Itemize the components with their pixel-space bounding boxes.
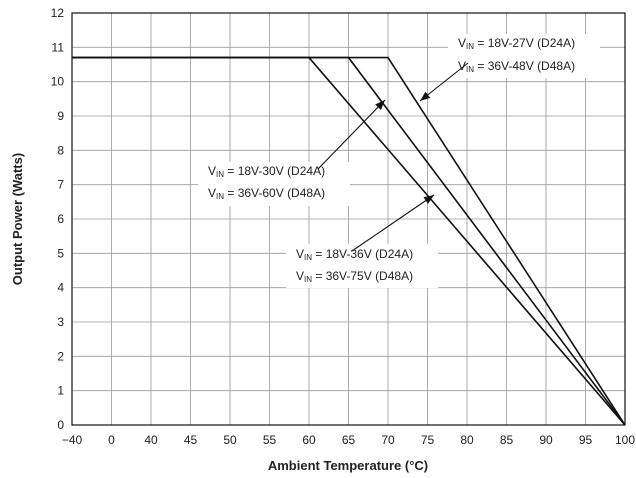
y-tick-label: 12	[51, 6, 65, 20]
x-tick-label: 85	[500, 433, 514, 447]
annotation-v: V	[208, 186, 216, 200]
annotation-text: = 18V-36V (D24A)	[312, 247, 413, 261]
y-tick-label: 11	[52, 40, 65, 54]
x-tick-label: 65	[342, 433, 356, 447]
y-tick-label: 5	[57, 246, 64, 260]
annotation-label: VIN = 18V-36V (D24A)	[296, 247, 413, 262]
x-tick-label: 60	[302, 433, 316, 447]
y-tick-label: 7	[57, 178, 64, 192]
annotation-text: = 18V-27V (D24A)	[474, 36, 575, 50]
x-tick-label: 75	[421, 433, 435, 447]
annotation-arrow	[351, 194, 435, 252]
annotation-subscript: IN	[304, 275, 312, 284]
x-tick-label: 50	[223, 433, 237, 447]
annotation-subscript: IN	[216, 170, 224, 179]
annotation-subscript: IN	[304, 253, 312, 262]
annotation-text: = 36V-75V (D48A)	[312, 269, 413, 283]
annotation-label: VIN = 18V-30V (D24A)	[208, 164, 325, 179]
y-tick-label: 3	[57, 315, 64, 329]
x-tick-label: 100	[615, 433, 635, 447]
y-tick-label: 8	[57, 143, 64, 157]
plot-frame	[71, 12, 626, 426]
annotation-v: V	[458, 59, 466, 73]
arrow-head	[423, 195, 434, 204]
x-tick-label: 80	[460, 433, 474, 447]
y-axis-title: Output Power (Watts)	[10, 153, 25, 285]
arrow-head	[420, 91, 431, 101]
x-tick-label: 70	[381, 433, 395, 447]
annotation-subscript: IN	[466, 42, 474, 51]
annotation-v: V	[458, 36, 466, 50]
y-tick-label: 6	[57, 212, 64, 226]
annotation-v: V	[296, 247, 304, 261]
curves	[72, 56, 626, 426]
annotation-arrow	[419, 62, 469, 102]
annotation-v: V	[208, 164, 216, 178]
x-tick-label: 0	[108, 433, 115, 447]
y-tick-label: 9	[57, 109, 64, 123]
annotation-subscript: IN	[216, 192, 224, 201]
x-tick-label: 55	[263, 433, 277, 447]
annotation-label: VIN = 18V-27V (D24A)	[458, 36, 575, 51]
annotation-label: VIN = 36V-75V (D48A)	[296, 269, 413, 284]
annotation-text: = 36V-48V (D48A)	[474, 59, 575, 73]
annotation-subscript: IN	[466, 65, 474, 74]
y-tick-label: 1	[57, 384, 64, 398]
annotation-background	[198, 162, 350, 206]
arrow-head	[375, 100, 385, 110]
y-tick-label: 2	[57, 349, 64, 363]
annotation-background	[448, 34, 600, 78]
annotation-v: V	[296, 269, 304, 283]
x-tick-label: 45	[184, 433, 198, 447]
annotations: VIN = 18V-27V (D24A)VIN = 36V-48V (D48A)…	[198, 34, 600, 288]
y-tick-label: 4	[57, 281, 64, 295]
annotation-text: = 36V-60V (D48A)	[224, 186, 325, 200]
x-tick-label: −40	[62, 433, 83, 447]
annotation-label: VIN = 36V-60V (D48A)	[208, 186, 325, 201]
x-tick-label: 40	[144, 433, 158, 447]
x-tick-labels: −40 0 40 45 50 55 60 65 70 75 80 85 90 95 100	[62, 433, 636, 447]
x-tick-label: 95	[579, 433, 593, 447]
y-tick-label: 0	[57, 418, 64, 432]
y-tick-label: 10	[51, 75, 65, 89]
annotation-label: VIN = 36V-48V (D48A)	[458, 59, 575, 74]
x-tick-label: 90	[539, 433, 553, 447]
annotation-background	[286, 244, 438, 288]
x-axis-title: Ambient Temperature (°C)	[268, 458, 428, 473]
series-line-3	[72, 56, 626, 426]
annotation-text: = 18V-30V (D24A)	[224, 164, 325, 178]
annotation-arrow	[317, 99, 386, 170]
